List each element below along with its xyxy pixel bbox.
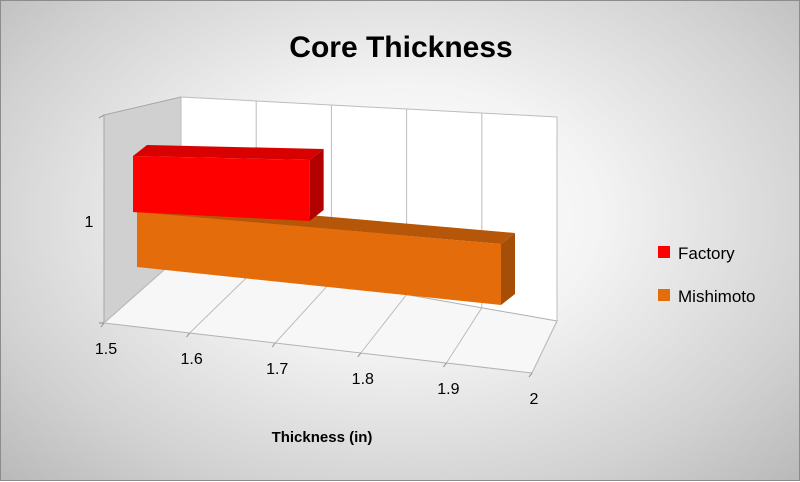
tick-mark xyxy=(271,342,276,348)
legend-swatch-factory xyxy=(658,246,670,258)
legend-swatch-mishimoto xyxy=(658,289,670,301)
bar-top xyxy=(133,145,324,160)
bar-front xyxy=(137,212,501,305)
gridline-floor xyxy=(189,267,257,334)
chart-title: Core Thickness xyxy=(289,31,512,64)
tick-mark xyxy=(186,332,191,338)
tick-mark xyxy=(100,322,105,328)
bar-factory xyxy=(133,145,324,221)
y-tick-label: 1 xyxy=(85,214,94,231)
tick-mark xyxy=(357,352,362,358)
x-tick-label: 1.9 xyxy=(437,381,459,398)
x-tick-label: 2 xyxy=(530,391,539,408)
gridline-floor xyxy=(445,307,483,364)
tick-mark xyxy=(528,372,533,378)
legend: Factory Mishimoto xyxy=(658,244,755,306)
gridline-floor xyxy=(274,281,332,344)
bars xyxy=(133,145,515,305)
x-axis-title: Thickness (in) xyxy=(272,429,373,446)
legend-label-mishimoto: Mishimoto xyxy=(678,287,755,306)
x-tick-label: 1.7 xyxy=(266,361,288,378)
x-tick-label: 1.6 xyxy=(180,351,202,368)
tick-mark xyxy=(442,362,447,368)
legend-label-factory: Factory xyxy=(678,244,735,263)
bar-front xyxy=(133,156,310,221)
x-tick-label: 1.5 xyxy=(95,341,117,358)
bar-side xyxy=(309,149,324,221)
x-tick-label: 1.8 xyxy=(352,371,374,388)
bar-side xyxy=(501,233,515,305)
gridline-floor xyxy=(531,320,558,374)
x-tick-labels: 1.5 1.6 1.7 1.8 1.9 2 xyxy=(95,341,539,408)
y-tick-mark xyxy=(98,114,105,119)
gridline-floor xyxy=(360,294,407,354)
